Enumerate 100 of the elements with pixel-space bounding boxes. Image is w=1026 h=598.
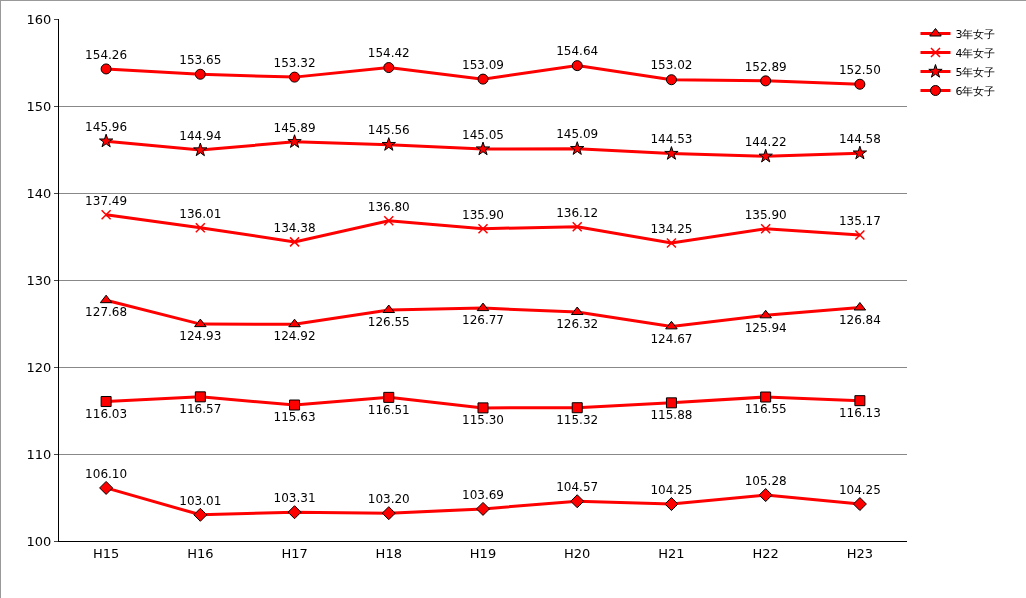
data-label: 103.01 xyxy=(179,493,222,508)
point xyxy=(760,75,772,87)
point xyxy=(760,391,772,403)
legend-label: 6年女子 xyxy=(955,84,996,98)
data-label: 145.89 xyxy=(273,120,316,135)
data-label: 144.58 xyxy=(838,131,881,146)
data-label: 134.25 xyxy=(650,222,693,237)
data-label: 153.32 xyxy=(273,55,316,70)
point xyxy=(664,146,679,160)
point xyxy=(383,215,395,227)
y-tick-label: 160 xyxy=(26,11,52,27)
data-label: 115.88 xyxy=(650,408,693,423)
point xyxy=(759,309,772,319)
point xyxy=(287,134,302,148)
point xyxy=(287,505,302,520)
data-label: 153.65 xyxy=(179,53,222,67)
point xyxy=(194,318,207,328)
x-tick-label: H18 xyxy=(375,545,402,561)
point xyxy=(288,318,301,328)
point xyxy=(475,141,491,156)
legend-label: 4年女子 xyxy=(955,46,996,60)
x-tick-label: H16 xyxy=(187,545,214,561)
point xyxy=(383,391,395,403)
point xyxy=(852,497,867,512)
point xyxy=(193,507,208,522)
data-label: 104.25 xyxy=(838,482,881,497)
y-tick-label: 120 xyxy=(26,359,52,375)
data-label: 115.32 xyxy=(556,412,599,427)
point xyxy=(477,73,489,85)
data-label: 137.49 xyxy=(85,194,128,209)
point xyxy=(289,236,300,248)
point xyxy=(760,223,771,234)
data-label: 126.32 xyxy=(556,317,599,332)
data-label: 126.84 xyxy=(838,312,881,327)
point xyxy=(99,294,113,304)
data-label: 106.10 xyxy=(85,466,128,481)
y-tick-label: 150 xyxy=(26,98,52,114)
point xyxy=(666,237,677,249)
data-label: 115.30 xyxy=(462,413,504,428)
data-label: 135.90 xyxy=(462,208,504,223)
data-label: 126.55 xyxy=(367,315,410,330)
point xyxy=(289,71,301,83)
x-tick-label: H20 xyxy=(564,545,591,561)
data-label: 124.67 xyxy=(650,331,693,346)
data-label: 154.42 xyxy=(367,46,410,61)
data-label: 134.38 xyxy=(273,221,316,236)
point xyxy=(194,68,206,80)
data-label: 103.20 xyxy=(367,491,410,506)
data-label: 105.28 xyxy=(744,473,787,488)
data-label: 116.13 xyxy=(838,405,881,420)
x-tick-label: H15 xyxy=(92,545,120,561)
data-label: 154.64 xyxy=(556,44,599,59)
point xyxy=(852,145,868,160)
data-label: 144.94 xyxy=(179,128,222,143)
data-label: 127.68 xyxy=(85,305,128,320)
data-label: 136.12 xyxy=(556,206,599,221)
data-label: 145.09 xyxy=(556,127,599,142)
data-label: 152.50 xyxy=(838,63,881,77)
x-tick-label: H22 xyxy=(752,545,779,561)
data-label: 154.26 xyxy=(85,47,128,62)
data-label: 145.56 xyxy=(367,123,410,138)
data-label: 135.90 xyxy=(744,208,787,223)
point xyxy=(665,320,678,330)
data-label: 135.17 xyxy=(838,214,881,229)
point xyxy=(571,221,583,233)
data-label: 126.77 xyxy=(462,313,504,328)
data-label: 153.09 xyxy=(462,57,504,72)
data-label: 144.22 xyxy=(744,135,787,150)
point xyxy=(854,229,866,241)
point xyxy=(383,62,395,74)
point xyxy=(664,497,679,512)
x-tick-label: H19 xyxy=(469,545,497,561)
legend-label: 5年女子 xyxy=(955,65,996,79)
point xyxy=(100,209,112,221)
data-label: 116.51 xyxy=(367,402,410,417)
y-tick-label: 110 xyxy=(26,446,52,462)
data-label: 116.03 xyxy=(85,406,128,421)
data-label: 125.94 xyxy=(744,320,787,335)
data-label: 116.57 xyxy=(179,402,222,417)
point xyxy=(476,302,490,312)
point xyxy=(570,141,585,155)
point xyxy=(570,306,584,316)
point xyxy=(758,148,773,163)
data-label: 104.25 xyxy=(650,482,693,497)
point xyxy=(476,501,490,516)
x-tick-label: H21 xyxy=(658,545,685,561)
y-tick-label: 130 xyxy=(26,272,52,288)
point xyxy=(758,488,773,503)
data-label: 104.57 xyxy=(556,479,599,494)
point xyxy=(99,480,114,495)
point xyxy=(854,395,866,407)
point xyxy=(665,74,677,86)
point xyxy=(477,223,489,234)
point xyxy=(854,78,866,90)
y-tick-label: 140 xyxy=(26,185,52,201)
x-tick-label: H17 xyxy=(281,545,308,561)
data-label: 152.89 xyxy=(744,59,787,74)
point xyxy=(477,402,489,414)
point xyxy=(382,304,396,314)
data-label: 124.92 xyxy=(273,329,316,344)
